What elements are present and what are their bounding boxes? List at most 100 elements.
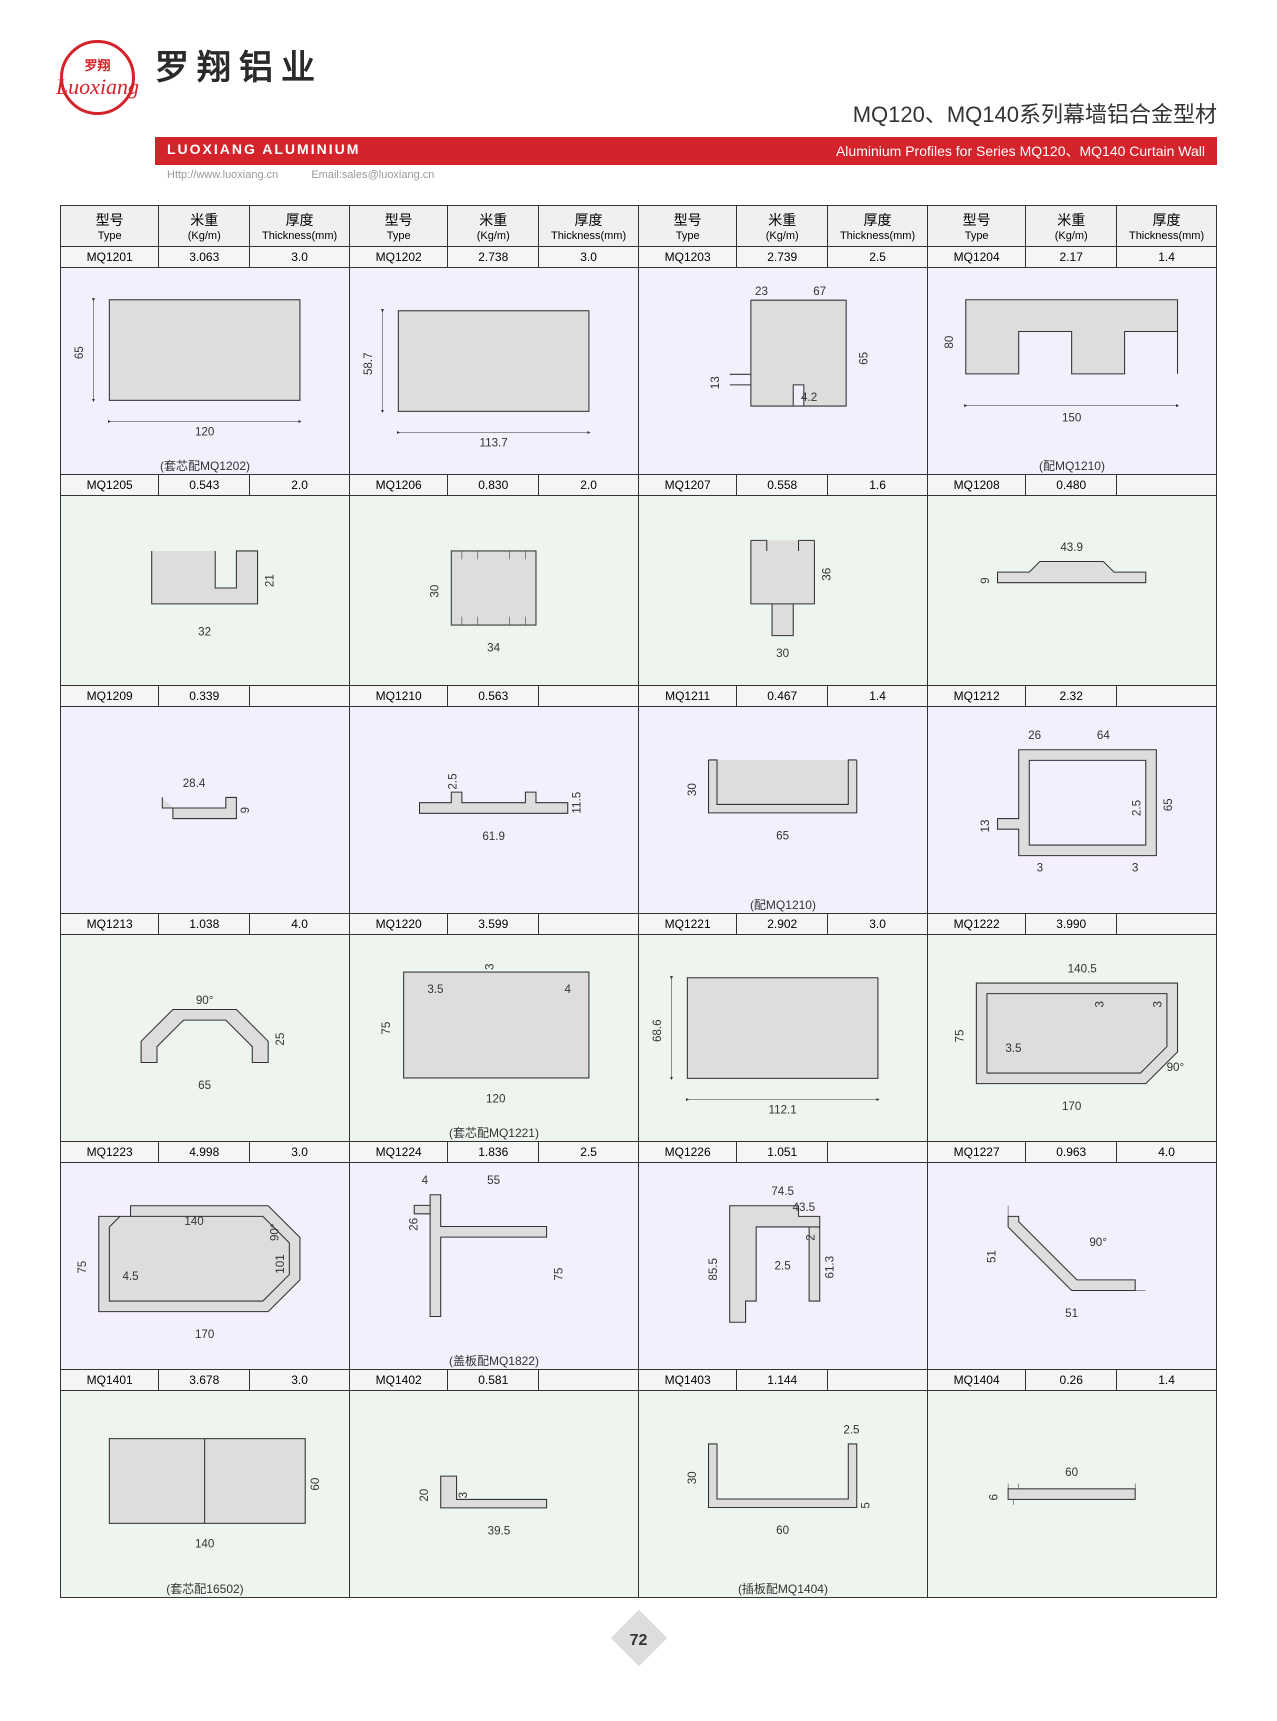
column-header-kgm: 米重(Kg/m) — [448, 206, 539, 247]
cell-thk: 2.5 — [539, 1142, 639, 1163]
cell-kgm: 3.063 — [159, 247, 250, 268]
svg-text:120: 120 — [486, 1092, 506, 1105]
profile-note: (配MQ1210) — [639, 896, 927, 913]
svg-text:140: 140 — [185, 1214, 205, 1227]
column-header-thk: 厚度Thickness(mm) — [828, 206, 928, 247]
cell-type: MQ1209 — [61, 686, 159, 707]
cell-type: MQ1206 — [349, 475, 447, 496]
svg-text:39.5: 39.5 — [488, 1524, 511, 1537]
profile-drawing-MQ1211: 65 30 (配MQ1210) — [638, 707, 927, 914]
svg-text:4.2: 4.2 — [801, 390, 817, 403]
svg-text:60: 60 — [1066, 1466, 1079, 1479]
cell-type: MQ1203 — [638, 247, 736, 268]
svg-text:32: 32 — [199, 626, 212, 639]
svg-text:2.5: 2.5 — [1131, 799, 1144, 815]
cell-type: MQ1220 — [349, 914, 447, 935]
svg-text:150: 150 — [1062, 412, 1082, 425]
column-header-thk: 厚度Thickness(mm) — [250, 206, 350, 247]
svg-text:3: 3 — [1152, 1001, 1165, 1007]
profile-drawing-MQ1201: 120 65 (套芯配MQ1202) — [61, 268, 350, 475]
header-text-block: 罗翔铝业 MQ120、MQ140系列幕墙铝合金型材 LUOXIANG ALUMI… — [155, 40, 1217, 185]
svg-text:2: 2 — [805, 1234, 818, 1240]
svg-text:170: 170 — [195, 1328, 215, 1341]
cell-type: MQ1201 — [61, 247, 159, 268]
svg-text:4: 4 — [422, 1174, 429, 1187]
svg-text:30: 30 — [776, 647, 789, 660]
profile-drawing-MQ1212: 26 64 65 13 2.5 3 3 — [927, 707, 1216, 914]
cell-thk: 3.0 — [539, 247, 639, 268]
svg-text:75: 75 — [954, 1029, 967, 1042]
svg-text:30: 30 — [686, 783, 699, 796]
red-subtitle-bar: LUOXIANG ALUMINIUM Aluminium Profiles fo… — [155, 137, 1217, 165]
svg-text:3: 3 — [457, 1491, 470, 1497]
column-header-kgm: 米重(Kg/m) — [1026, 206, 1117, 247]
profile-drawing-MQ1204: 150 80 (配MQ1210) — [927, 268, 1216, 475]
svg-text:58.7: 58.7 — [362, 352, 375, 375]
svg-text:51: 51 — [1066, 1306, 1079, 1319]
cell-kgm: 2.902 — [737, 914, 828, 935]
page-number-ornament: 72 — [60, 1618, 1217, 1663]
svg-text:43.9: 43.9 — [1061, 541, 1084, 554]
company-name-en: LUOXIANG ALUMINIUM — [167, 141, 360, 161]
svg-text:80: 80 — [943, 335, 956, 348]
svg-text:30: 30 — [429, 584, 442, 597]
svg-text:55: 55 — [488, 1174, 501, 1187]
svg-text:68.6: 68.6 — [651, 1019, 664, 1042]
cell-type: MQ1403 — [638, 1370, 736, 1391]
svg-text:30: 30 — [686, 1471, 699, 1484]
cell-thk — [539, 686, 639, 707]
cell-thk: 3.0 — [250, 1142, 350, 1163]
svg-text:140: 140 — [195, 1538, 215, 1551]
cell-type: MQ1210 — [349, 686, 447, 707]
cell-kgm: 1.038 — [159, 914, 250, 935]
svg-text:4.5: 4.5 — [123, 1269, 139, 1282]
svg-text:64: 64 — [1097, 729, 1110, 742]
cell-thk — [828, 1142, 928, 1163]
svg-text:9: 9 — [239, 806, 252, 812]
svg-text:74.5: 74.5 — [772, 1185, 795, 1198]
svg-text:140.5: 140.5 — [1068, 962, 1097, 975]
cell-type: MQ1202 — [349, 247, 447, 268]
svg-text:3: 3 — [1132, 861, 1138, 874]
profile-note: (套芯配MQ1221) — [350, 1124, 638, 1141]
cell-type: MQ1401 — [61, 1370, 159, 1391]
profile-note: (插板配MQ1404) — [639, 1580, 927, 1597]
cell-thk: 2.0 — [539, 475, 639, 496]
svg-text:112.1: 112.1 — [769, 1103, 797, 1116]
cell-kgm: 0.558 — [737, 475, 828, 496]
svg-text:60: 60 — [776, 1524, 789, 1537]
svg-text:67: 67 — [814, 284, 827, 297]
column-header-type: 型号Type — [927, 206, 1025, 247]
profile-drawing-MQ1209: 28.4 9 — [61, 707, 350, 914]
svg-text:36: 36 — [821, 568, 834, 581]
column-header-type: 型号Type — [349, 206, 447, 247]
cell-type: MQ1205 — [61, 475, 159, 496]
svg-text:120: 120 — [195, 425, 215, 438]
column-header-type: 型号Type — [638, 206, 736, 247]
cell-thk: 1.4 — [1117, 1370, 1217, 1391]
profile-drawing-MQ1210: 61.9 2.5 11.5 — [349, 707, 638, 914]
logo-top-text: 罗翔 — [84, 55, 110, 74]
cell-thk — [539, 1370, 639, 1391]
profile-drawing-MQ1227: 90° 51 51 — [927, 1163, 1216, 1370]
cell-thk: 2.5 — [828, 247, 928, 268]
column-header-kgm: 米重(Kg/m) — [159, 206, 250, 247]
cell-thk: 3.0 — [250, 247, 350, 268]
cell-kgm: 0.467 — [737, 686, 828, 707]
cell-type: MQ1224 — [349, 1142, 447, 1163]
svg-text:85.5: 85.5 — [707, 1257, 720, 1280]
svg-text:2.5: 2.5 — [844, 1423, 860, 1436]
cell-kgm: 0.963 — [1026, 1142, 1117, 1163]
svg-text:26: 26 — [1028, 729, 1041, 742]
cell-type: MQ1227 — [927, 1142, 1025, 1163]
cell-thk: 1.6 — [828, 475, 928, 496]
cell-type: MQ1402 — [349, 1370, 447, 1391]
profile-drawing-MQ1226: 74.5 43.5 85.5 61.3 2 2.5 — [638, 1163, 927, 1370]
svg-text:65: 65 — [199, 1078, 212, 1091]
cell-kgm: 3.599 — [448, 914, 539, 935]
svg-text:65: 65 — [1163, 798, 1176, 811]
svg-text:43.5: 43.5 — [793, 1201, 816, 1214]
profile-note: (配MQ1210) — [928, 457, 1216, 474]
svg-text:3: 3 — [1037, 861, 1043, 874]
svg-text:2.5: 2.5 — [447, 773, 460, 789]
